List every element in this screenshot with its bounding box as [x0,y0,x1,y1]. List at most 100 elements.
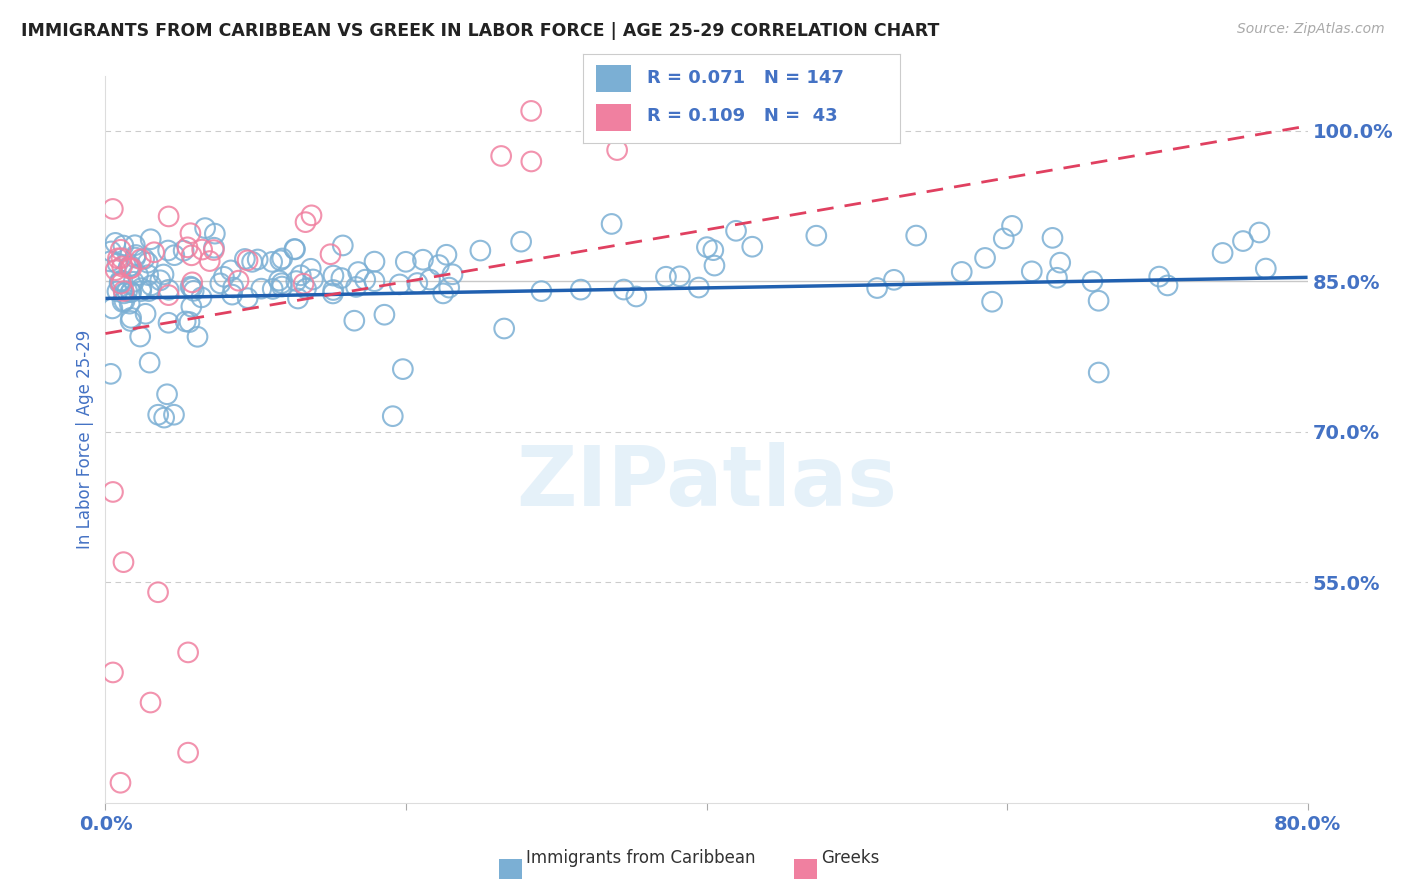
Point [110,251,132,265]
Point [129,252,152,267]
Point [240,255,263,269]
Point [332,238,354,252]
Point [101,202,124,216]
Point [427,258,450,272]
Point [432,286,454,301]
Point [530,284,553,298]
Point [702,243,724,257]
Point [181,281,204,295]
Point [112,284,135,298]
Point [1021,264,1043,278]
Point [626,289,648,303]
Point [129,284,152,298]
Point [98,254,121,268]
Point [146,585,169,599]
Point [284,243,307,257]
Point [600,217,623,231]
Point [148,408,170,422]
Point [441,267,464,281]
Point [301,208,323,222]
Point [222,280,245,294]
Point [120,310,142,325]
Point [381,409,404,424]
Point [436,248,458,262]
Point [115,284,138,298]
Point [111,274,134,288]
Point [118,261,141,276]
Point [520,103,543,118]
FancyBboxPatch shape [596,65,631,92]
Point [392,362,415,376]
Point [343,314,366,328]
Point [406,276,429,290]
Point [141,278,163,293]
Point [107,285,129,299]
Point [322,268,344,283]
Point [262,282,284,296]
Point [111,260,134,274]
Text: ZIPatlas: ZIPatlas [516,442,897,524]
Point [1001,219,1024,233]
Point [157,244,180,258]
Point [176,240,198,254]
Point [204,227,226,241]
Point [1046,270,1069,285]
Point [344,280,367,294]
Point [395,254,418,268]
Point [108,276,131,290]
Point [905,228,928,243]
Point [510,235,533,249]
Point [1087,293,1109,308]
Point [494,321,516,335]
Point [101,485,124,500]
Point [1049,255,1071,269]
Point [125,248,148,262]
Point [1042,231,1064,245]
Point [110,277,132,291]
Point [120,314,142,328]
Point [233,252,256,266]
Point [163,248,186,262]
Point [153,410,176,425]
Point [112,555,135,569]
Point [186,330,208,344]
Point [191,243,214,257]
Point [412,252,434,267]
Point [181,276,204,290]
Text: R = 0.109   N =  43: R = 0.109 N = 43 [647,107,838,125]
Point [363,274,385,288]
Point [177,645,200,659]
Point [703,259,725,273]
Point [950,265,973,279]
Point [1156,278,1178,293]
Point [363,254,385,268]
Point [174,314,197,328]
Point [294,215,316,229]
Point [724,224,747,238]
Point [290,268,312,283]
Point [302,272,325,286]
Point [149,273,172,287]
Point [120,259,142,273]
Point [118,260,141,274]
Point [322,283,344,297]
Point [180,279,202,293]
Point [470,244,492,258]
Point [107,256,129,270]
Point [270,277,292,291]
Point [180,248,202,262]
Point [883,273,905,287]
Point [219,263,242,277]
Point [100,244,122,259]
Point [283,242,305,256]
Point [179,226,201,240]
Point [112,294,135,309]
Point [101,665,124,680]
Point [156,387,179,401]
Point [347,265,370,279]
Point [246,252,269,267]
Point [139,696,162,710]
Point [688,103,710,118]
Point [121,260,143,275]
Point [267,274,290,288]
